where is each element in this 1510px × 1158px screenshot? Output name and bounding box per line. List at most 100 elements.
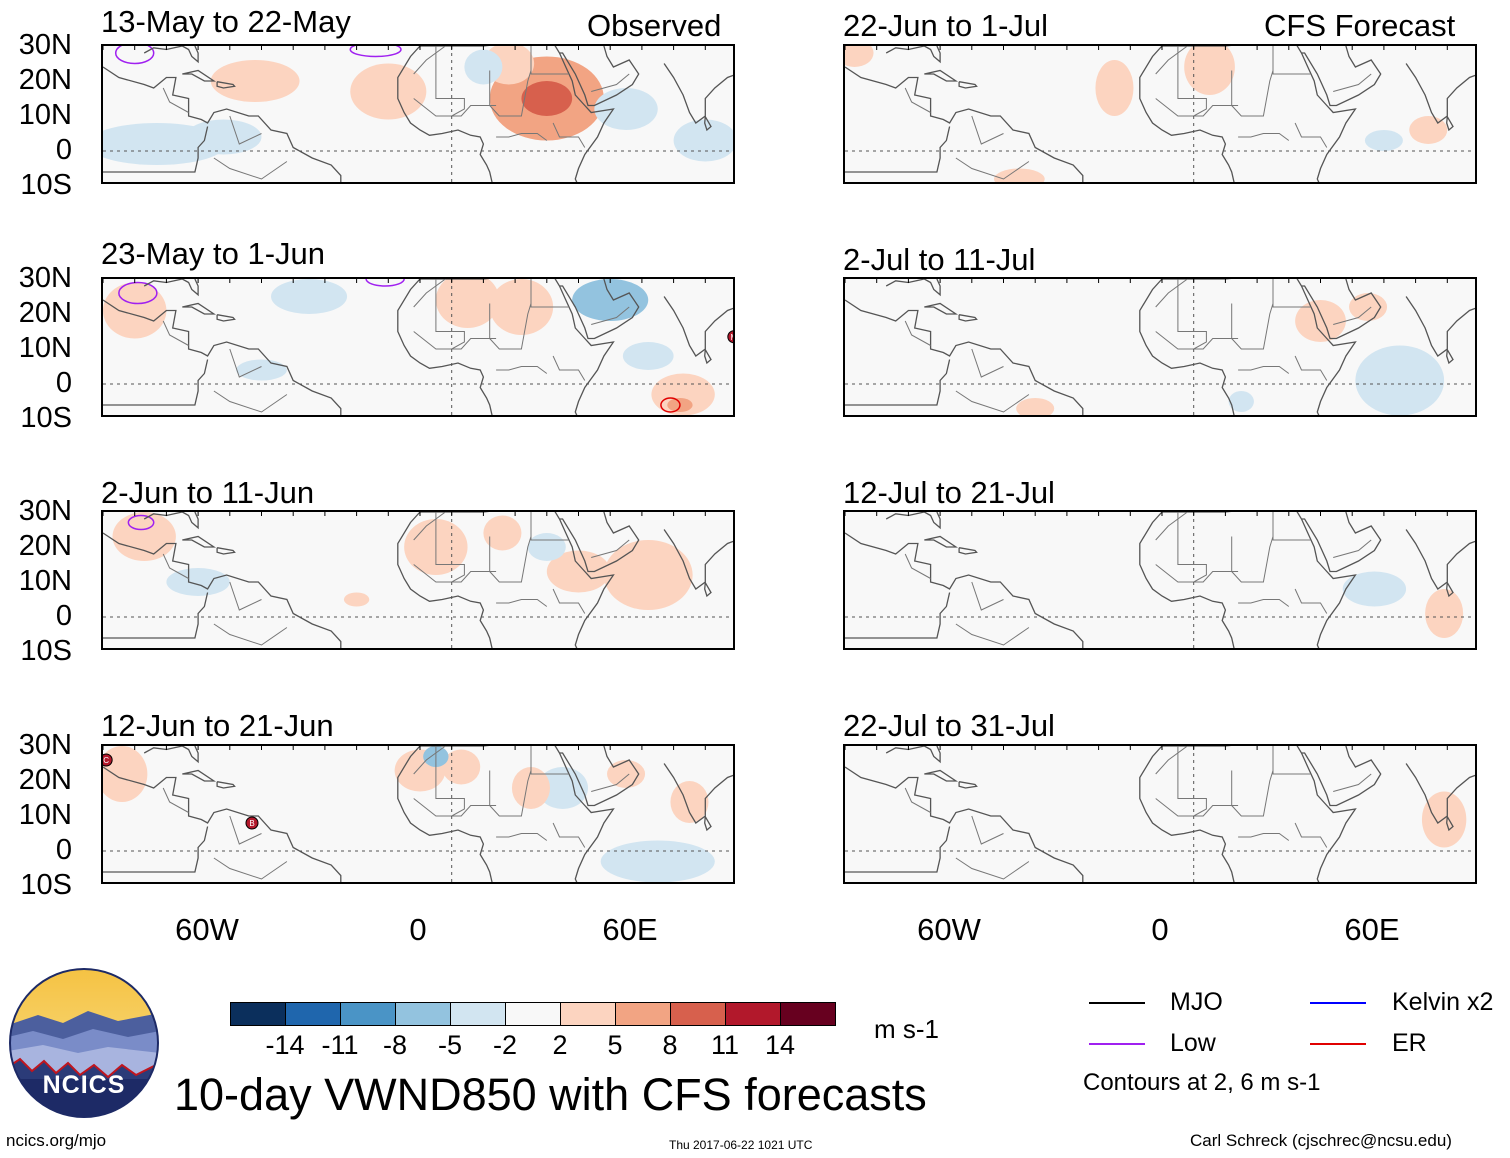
- map-panel-obs-3: [101, 510, 735, 650]
- coastline: [924, 69, 959, 82]
- coastline: [397, 512, 493, 648]
- map-panel-fcst-4: [843, 744, 1477, 884]
- lat-label: 10N: [18, 799, 72, 831]
- logo-graphic: [9, 968, 159, 1118]
- coastline: [103, 359, 209, 406]
- country-border: [413, 331, 497, 350]
- coastline: [1162, 746, 1357, 882]
- coastline: [397, 46, 493, 182]
- lat-label: 10S: [20, 402, 72, 434]
- country-border: [1155, 46, 1188, 75]
- legend-line-er: [1310, 1043, 1366, 1045]
- lat-label: 0: [55, 367, 72, 399]
- lat-label: 20N: [18, 64, 72, 96]
- coastline: [420, 46, 615, 182]
- map-panel-fcst-3: [843, 510, 1477, 650]
- colorbar-swatch: [505, 1002, 561, 1026]
- country-border: [955, 390, 1030, 413]
- coastline: [216, 81, 236, 89]
- colorbar-tick-label: 14: [764, 1030, 796, 1060]
- anomaly-shading: [483, 515, 522, 551]
- storm-marker: M: [727, 330, 733, 344]
- colorbar-tick-label: -11: [321, 1030, 359, 1060]
- coastline: [397, 279, 493, 415]
- coastline: [103, 592, 209, 639]
- coastline: [845, 66, 1084, 182]
- coastline: [420, 512, 615, 648]
- coastline: [663, 529, 733, 590]
- footer-url[interactable]: ncics.org/mjo: [6, 1131, 107, 1150]
- coastline: [704, 349, 712, 365]
- coastline: [559, 46, 640, 107]
- country-border: [1333, 539, 1372, 558]
- anomaly-shading: [993, 168, 1045, 182]
- lat-label: 30N: [18, 29, 72, 61]
- anomaly-shading: [670, 781, 709, 823]
- map-svg: M: [103, 279, 733, 415]
- lat-label: 20N: [18, 764, 72, 796]
- coastline: [103, 826, 209, 873]
- coastline: [1446, 116, 1454, 132]
- coastline: [559, 512, 640, 573]
- country-border: [1333, 306, 1372, 325]
- coastline: [143, 746, 199, 764]
- lat-label: 10S: [20, 635, 72, 667]
- country-border: [1177, 46, 1207, 117]
- country-border: [904, 320, 931, 346]
- coastline: [885, 279, 941, 297]
- country-border: [489, 770, 532, 817]
- panel-title-obs-4: 12-Jun to 21-Jun: [101, 708, 334, 743]
- anomaly-shading: [1425, 589, 1464, 638]
- coastline: [663, 763, 733, 824]
- country-border: [213, 623, 288, 646]
- country-border: [1155, 98, 1239, 117]
- coastline: [103, 766, 342, 882]
- colorbar-swatch: [285, 1002, 341, 1026]
- country-border: [435, 279, 465, 350]
- panel-title-fcst-1: 22-Jun to 1-Jul: [843, 8, 1049, 43]
- country-border: [489, 70, 532, 117]
- coastline: [885, 46, 941, 64]
- coastline: [1446, 582, 1454, 598]
- anomaly-shading: [546, 550, 611, 593]
- lat-label: 30N: [18, 729, 72, 761]
- coastline: [845, 126, 951, 173]
- country-border: [971, 581, 1004, 611]
- anomaly-shading: [112, 512, 176, 561]
- map-panel-obs-2: M: [101, 277, 735, 417]
- country-border: [1177, 746, 1207, 817]
- country-border: [1238, 833, 1290, 841]
- logo-text: NCICS: [42, 1071, 126, 1099]
- anomaly-shading: [271, 279, 348, 314]
- country-border: [413, 564, 497, 583]
- coastline: [1405, 529, 1475, 590]
- coastline: [845, 359, 951, 406]
- anomaly-shading: [521, 81, 573, 116]
- country-border: [955, 157, 1030, 180]
- legend-label-er: ER: [1392, 1029, 1427, 1057]
- coastline: [845, 299, 1084, 415]
- coastline: [1139, 512, 1235, 648]
- colorbar-tick-label: -14: [265, 1030, 305, 1060]
- anomaly-shading: [1421, 791, 1467, 848]
- panel-title-fcst-4: 22-Jul to 31-Jul: [843, 708, 1055, 743]
- country-border: [162, 787, 189, 813]
- lat-label: 30N: [18, 495, 72, 527]
- anomaly-shading: [607, 760, 646, 788]
- country-border: [955, 857, 1030, 880]
- country-border: [1231, 536, 1274, 583]
- country-border: [435, 746, 465, 817]
- country-border: [1231, 70, 1274, 117]
- panel-title-obs-3: 2-Jun to 11-Jun: [101, 475, 315, 510]
- country-border: [413, 279, 446, 308]
- coastline: [663, 296, 733, 357]
- coastline: [885, 512, 941, 530]
- footer-timestamp: Thu 2017-06-22 1021 UTC: [669, 1138, 813, 1152]
- map-svg: [845, 46, 1475, 182]
- anomaly-shading: [210, 60, 300, 102]
- legend-line-kelvin: [1310, 1002, 1366, 1004]
- colorbar-swatch: [340, 1002, 396, 1026]
- wave-contour: [114, 46, 155, 65]
- country-border: [229, 348, 262, 378]
- colorbar-swatch: [670, 1002, 726, 1026]
